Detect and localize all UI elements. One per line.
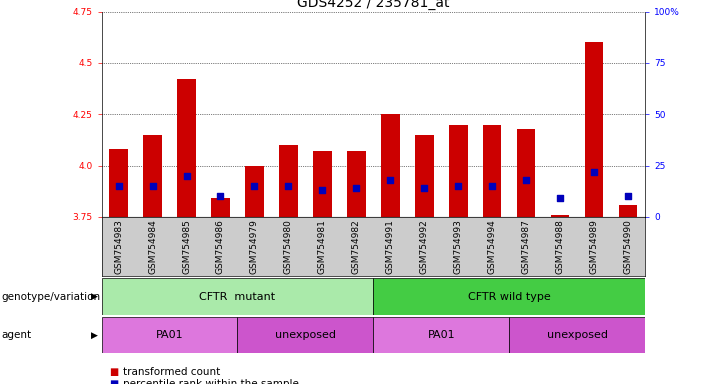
Text: GSM754994: GSM754994: [488, 219, 496, 274]
Text: CFTR wild type: CFTR wild type: [468, 291, 550, 302]
Text: genotype/variation: genotype/variation: [1, 291, 100, 302]
Text: GSM754986: GSM754986: [216, 219, 225, 274]
Point: [520, 177, 531, 183]
Bar: [313, 151, 332, 217]
Point: [350, 185, 362, 191]
Text: GSM754982: GSM754982: [352, 219, 361, 274]
Bar: [483, 124, 501, 217]
Bar: [585, 42, 604, 217]
Bar: [279, 145, 298, 217]
Bar: [449, 124, 468, 217]
Bar: [551, 215, 569, 217]
Text: unexposed: unexposed: [547, 330, 608, 340]
Point: [249, 183, 260, 189]
Text: GSM754983: GSM754983: [114, 219, 123, 274]
Point: [317, 187, 328, 193]
Point: [113, 183, 124, 189]
Bar: [415, 135, 433, 217]
Text: PA01: PA01: [156, 330, 184, 340]
Point: [147, 183, 158, 189]
Bar: [374, 317, 509, 353]
Point: [622, 194, 634, 200]
Bar: [177, 79, 196, 217]
Bar: [618, 205, 637, 217]
Point: [486, 183, 498, 189]
Text: GSM754987: GSM754987: [522, 219, 531, 274]
Text: GSM754988: GSM754988: [555, 219, 564, 274]
Text: percentile rank within the sample: percentile rank within the sample: [123, 379, 299, 384]
Text: GSM754984: GSM754984: [148, 219, 157, 274]
Point: [283, 183, 294, 189]
Text: GSM754985: GSM754985: [182, 219, 191, 274]
Bar: [143, 135, 162, 217]
Text: GSM754990: GSM754990: [623, 219, 632, 274]
Text: CFTR  mutant: CFTR mutant: [199, 291, 275, 302]
Text: ▶: ▶: [91, 331, 98, 339]
Text: ▶: ▶: [91, 292, 98, 301]
Bar: [517, 129, 536, 217]
Bar: [381, 114, 400, 217]
Text: GSM754979: GSM754979: [250, 219, 259, 274]
Point: [453, 183, 464, 189]
Text: ■: ■: [109, 367, 118, 377]
Text: GSM754991: GSM754991: [386, 219, 395, 274]
Text: GSM754989: GSM754989: [590, 219, 599, 274]
Bar: [245, 166, 264, 217]
Text: GSM754980: GSM754980: [284, 219, 293, 274]
Point: [554, 195, 566, 202]
Text: transformed count: transformed count: [123, 367, 220, 377]
Text: ■: ■: [109, 379, 118, 384]
Point: [181, 173, 192, 179]
Bar: [347, 151, 366, 217]
Text: GSM754993: GSM754993: [454, 219, 463, 274]
Point: [385, 177, 396, 183]
Bar: [238, 317, 374, 353]
Text: GSM754981: GSM754981: [318, 219, 327, 274]
Bar: [211, 199, 230, 217]
Point: [215, 194, 226, 200]
Bar: [109, 149, 128, 217]
Text: GSM754992: GSM754992: [420, 219, 429, 274]
Title: GDS4252 / 235781_at: GDS4252 / 235781_at: [297, 0, 449, 10]
Bar: [102, 278, 374, 315]
Point: [418, 185, 430, 191]
Point: [588, 169, 599, 175]
Bar: [374, 278, 645, 315]
Bar: [102, 317, 238, 353]
Bar: [509, 317, 645, 353]
Text: PA01: PA01: [428, 330, 455, 340]
Text: agent: agent: [1, 330, 32, 340]
Text: unexposed: unexposed: [275, 330, 336, 340]
